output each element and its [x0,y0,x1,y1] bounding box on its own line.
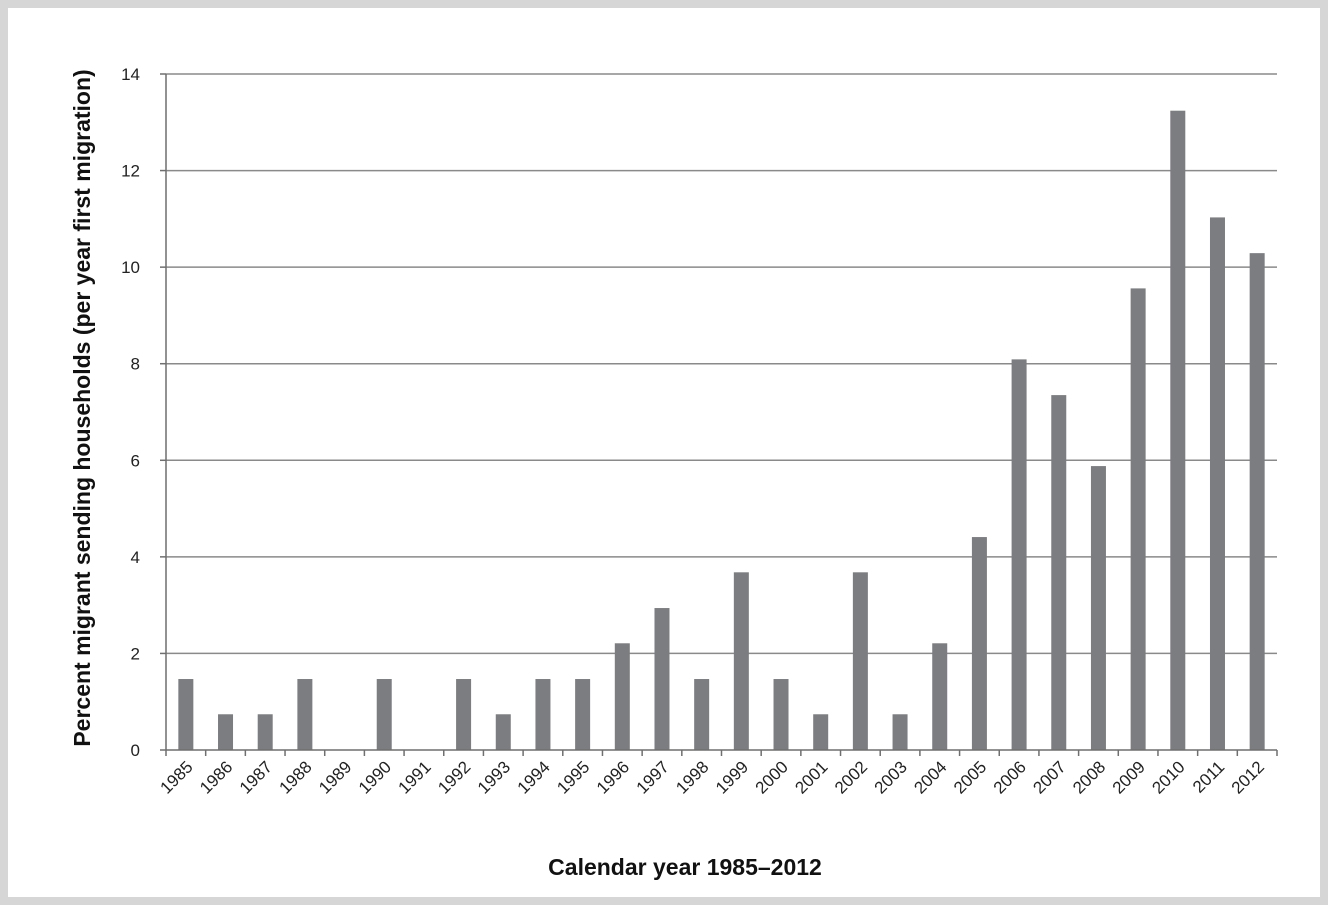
y-tick-label: 12 [121,162,140,181]
bar-2010 [1170,110,1186,750]
gridlines [166,73,1277,655]
y-tick-labels: 0 2 4 6 8 10 12 14 [121,65,140,760]
bar-2001 [813,714,829,750]
x-tick-label: 2003 [871,757,911,797]
x-tick-label: 1998 [672,757,712,797]
bars [178,110,1265,750]
bar-2011 [1209,217,1225,750]
x-tick-label: 2011 [1189,757,1228,796]
x-tick-label: 1985 [156,757,196,797]
x-tick-label: 2001 [791,757,831,797]
bar-2003 [892,714,908,750]
bar-1994 [535,679,551,750]
y-tick-label: 6 [131,451,140,470]
bar-1999 [733,572,749,750]
bar-2007 [1051,395,1067,750]
x-tick-label: 1995 [553,757,593,797]
bar-2006 [1011,359,1027,750]
y-axis-title: Percent migrant sending households (per … [69,69,95,746]
axes [160,73,1278,756]
x-tick-label: 2004 [910,757,950,797]
x-tick-label: 2002 [831,757,871,797]
bar-2012 [1249,253,1265,750]
x-tick-label: 1986 [196,757,236,797]
x-tick-label: 2000 [752,757,792,797]
x-tick-label: 1991 [395,757,435,797]
y-tick-label: 14 [121,65,140,84]
x-tick-label: 2007 [1029,757,1069,797]
y-tick-label: 10 [121,258,140,277]
bar-2009 [1130,288,1146,750]
bar-1986 [218,714,234,750]
x-tick-label: 1996 [593,757,633,797]
bar-1990 [376,679,392,750]
x-tick-label: 2006 [990,757,1030,797]
x-tick-label: 2008 [1069,757,1109,797]
bar-1993 [495,714,511,750]
x-axis-title: Calendar year 1985–2012 [548,854,822,880]
x-tick-label: 1990 [355,757,395,797]
x-tick-label: 2005 [950,757,990,797]
x-tick-label: 1987 [236,757,276,797]
bar-2005 [971,537,987,750]
bar-2000 [773,679,789,750]
bar-1995 [575,679,591,750]
x-tick-label: 1994 [514,757,554,797]
bar-1998 [694,679,710,750]
bar-2008 [1090,466,1106,750]
y-tick-label: 4 [131,548,140,567]
x-tick-label: 1999 [712,757,752,797]
bar-1988 [297,679,313,750]
y-tick-label: 8 [131,355,140,374]
bar-1997 [654,608,670,750]
x-tick-label: 1997 [633,757,673,797]
x-tick-label: 2012 [1228,757,1268,797]
bar-1992 [456,679,472,750]
bar-1996 [614,643,630,750]
x-tick-label: 1993 [474,757,514,797]
bar-2002 [852,572,868,750]
bar-1985 [178,679,194,750]
y-tick-label: 2 [131,644,140,663]
x-tick-label: 2010 [1148,757,1188,797]
x-tick-label: 1988 [276,757,316,797]
y-tick-label: 0 [131,741,140,760]
bar-1987 [257,714,273,750]
x-tick-label: 1989 [315,757,355,797]
x-tick-labels: 1985 1986 1987 1988 1989 1990 1991 1992 1993 1994… [156,757,1268,797]
bar-2004 [932,643,948,750]
x-tick-label: 1992 [434,757,474,797]
x-tick-label: 2009 [1109,757,1149,797]
